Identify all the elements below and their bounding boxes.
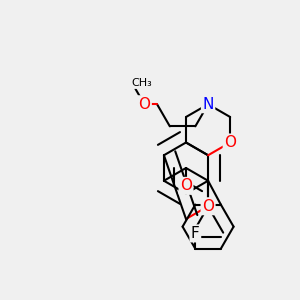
Text: O: O [202,199,214,214]
Text: O: O [180,178,192,194]
Text: F: F [191,226,200,241]
Text: O: O [138,97,150,112]
Text: N: N [202,97,214,112]
Text: O: O [224,135,236,150]
Text: CH₃: CH₃ [131,78,152,88]
